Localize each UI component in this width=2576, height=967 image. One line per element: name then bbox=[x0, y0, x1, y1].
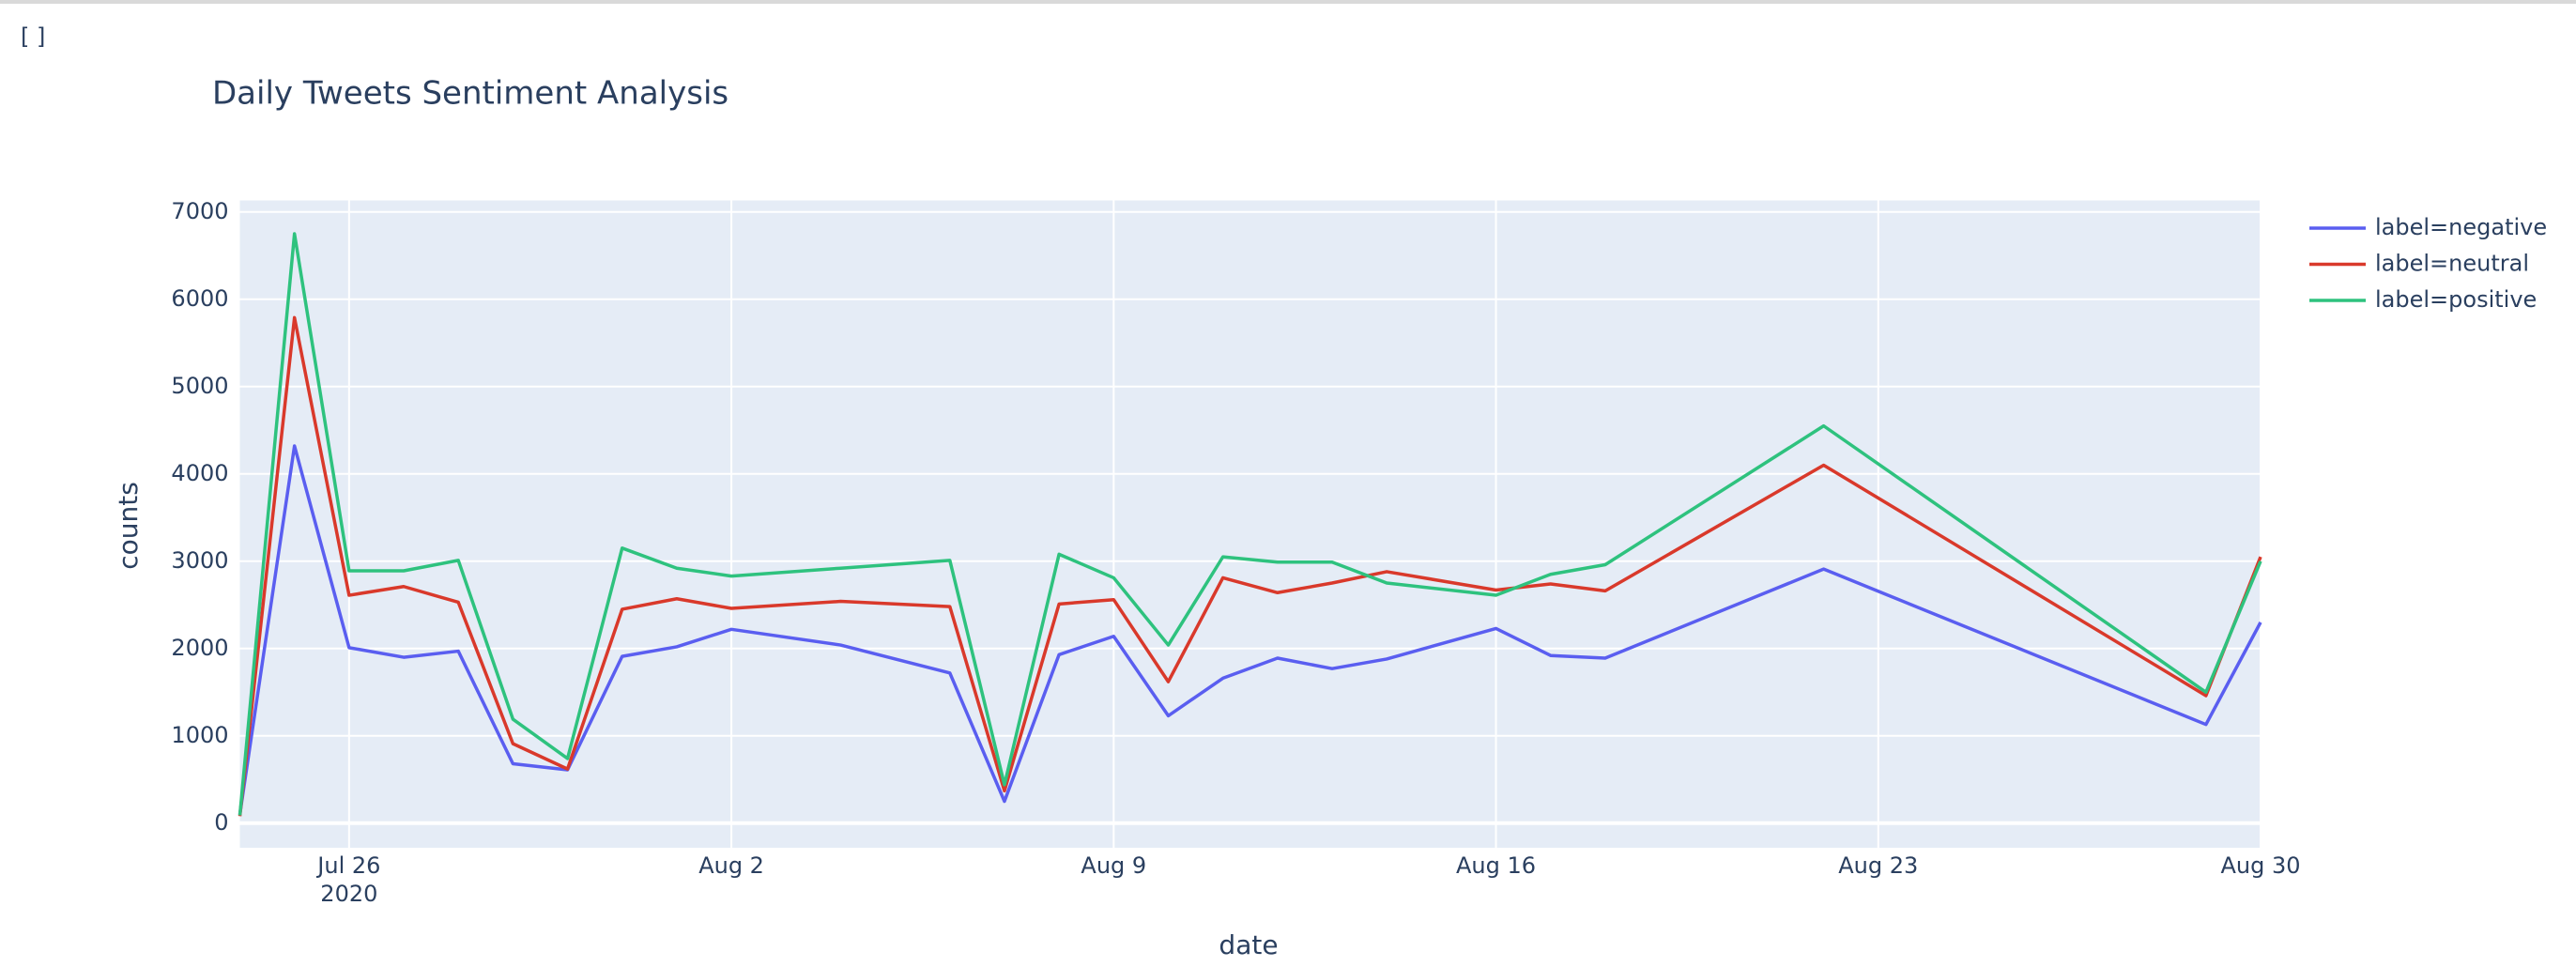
legend-label: label=negative bbox=[2375, 214, 2547, 240]
page-label: [ ] bbox=[21, 23, 45, 50]
series-line bbox=[238, 315, 2262, 817]
y-tick-label: 5000 bbox=[171, 373, 228, 399]
y-tick-label: 4000 bbox=[171, 460, 228, 486]
x-tick-label: Aug 9 bbox=[1081, 852, 1146, 879]
plot-background bbox=[239, 200, 2261, 848]
chart-title: Daily Tweets Sentiment Analysis bbox=[212, 75, 728, 113]
series-line bbox=[238, 444, 2262, 815]
legend-label: label=neutral bbox=[2375, 251, 2529, 277]
series-line bbox=[238, 232, 2262, 816]
x-tick-label: Aug 16 bbox=[1456, 852, 1536, 879]
y-tick-label: 7000 bbox=[171, 198, 228, 224]
y-tick-label: 0 bbox=[214, 809, 228, 836]
x-tick-label: Aug 2 bbox=[698, 852, 764, 879]
y-tick-label: 6000 bbox=[171, 285, 228, 312]
legend-label: label=positive bbox=[2375, 286, 2537, 313]
top-bar bbox=[0, 0, 2576, 4]
x-tick-label: Aug 23 bbox=[1838, 852, 1918, 879]
y-axis-title: counts bbox=[113, 482, 144, 570]
y-tick-label: 2000 bbox=[171, 635, 228, 661]
x-year-label: 2020 bbox=[320, 881, 377, 907]
x-axis-title: date bbox=[1219, 929, 1278, 960]
y-tick-label: 1000 bbox=[171, 722, 228, 748]
x-tick-label: Jul 26 bbox=[315, 852, 380, 879]
y-tick-label: 3000 bbox=[171, 547, 228, 574]
x-tick-label: Aug 30 bbox=[2220, 852, 2300, 879]
